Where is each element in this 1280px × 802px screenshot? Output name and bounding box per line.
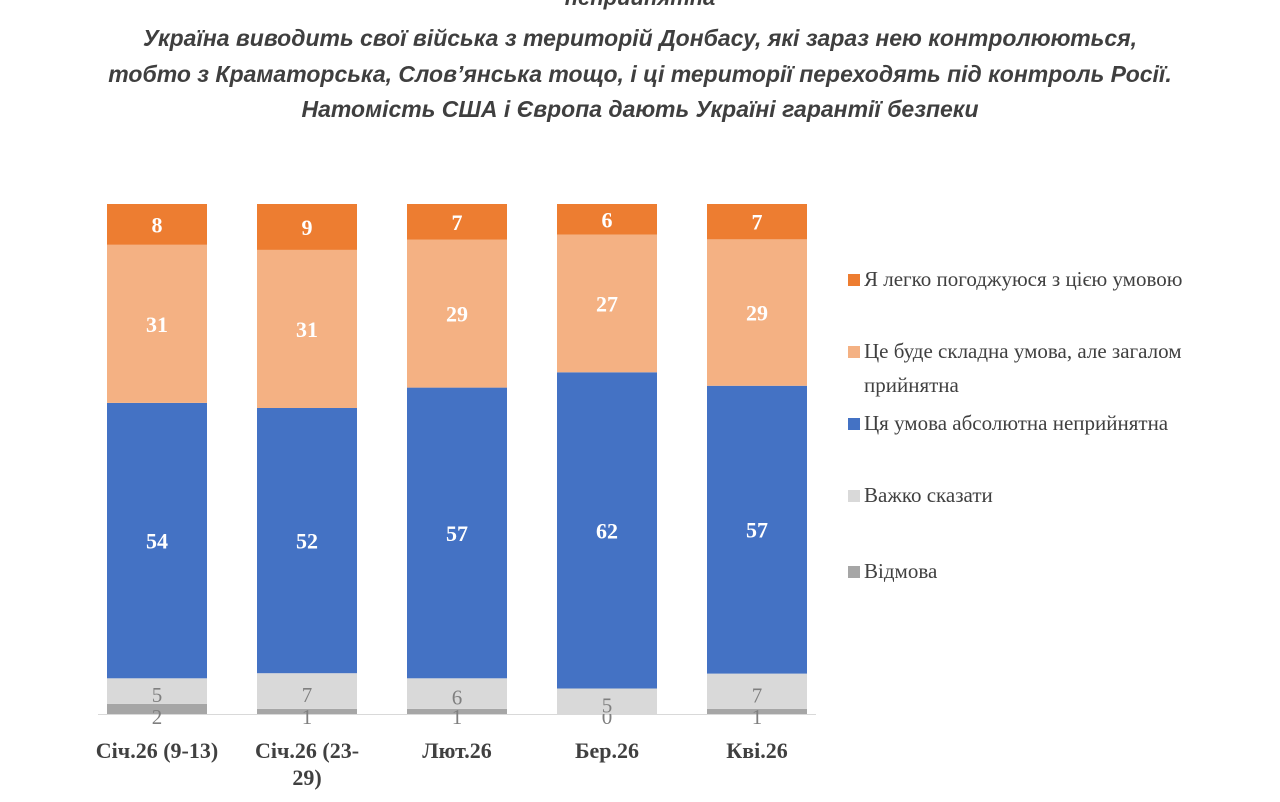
legend-item-hard-to-say: Важко сказати bbox=[848, 478, 1248, 512]
bar-segment-1-5 bbox=[707, 708, 807, 714]
bar-segment-4-2 bbox=[257, 249, 357, 408]
bar-segment-1-2 bbox=[257, 708, 357, 714]
x-tick-label-2-line-1: Січ.26 (23- bbox=[255, 738, 359, 763]
data-label-5-4: 6 bbox=[602, 207, 613, 232]
data-label-3-1: 54 bbox=[146, 529, 168, 554]
bar-segment-5-3 bbox=[407, 204, 507, 240]
legend-item-unacceptable: Ця умова абсолютна неприйнятна bbox=[848, 406, 1248, 440]
legend-swatch-hard-to-say bbox=[848, 490, 860, 502]
data-label-5-1: 8 bbox=[152, 212, 163, 237]
bar-segment-1-3 bbox=[407, 708, 507, 714]
data-label-4-4: 27 bbox=[596, 291, 618, 316]
bar-segment-3-4 bbox=[557, 372, 657, 689]
bar-segment-1-1 bbox=[107, 703, 207, 714]
x-tick-label-4: Бер.26 bbox=[575, 738, 639, 763]
subtitle-line-1: Україна виводить свої війська з територі… bbox=[142, 25, 1138, 51]
legend-label-difficult-acceptable: Це буде складна умова, але загалом прийн… bbox=[864, 339, 1182, 397]
data-label-1-4: 0 bbox=[602, 705, 613, 729]
legend-item-easy-agree: Я легко погоджуюся з цією умовою bbox=[848, 262, 1248, 296]
bar-segment-5-5 bbox=[707, 204, 807, 240]
bar-segment-5-2 bbox=[257, 204, 357, 250]
bar-segment-5-1 bbox=[107, 204, 207, 245]
x-tick-label-5: Кві.26 bbox=[726, 738, 787, 763]
legend-swatch-refusal bbox=[848, 566, 860, 578]
bar-segment-3-3 bbox=[407, 387, 507, 679]
data-label-1-5: 1 bbox=[752, 705, 763, 729]
data-label-2-5: 7 bbox=[752, 683, 763, 707]
bar-segment-3-5 bbox=[707, 385, 807, 674]
data-label-2-4: 5 bbox=[602, 693, 613, 717]
data-label-4-1: 31 bbox=[146, 312, 168, 337]
bar-segment-4-1 bbox=[107, 244, 207, 403]
bar-segment-2-4 bbox=[557, 688, 657, 714]
bar-segment-2-1 bbox=[107, 678, 207, 704]
data-label-1-2: 1 bbox=[302, 705, 313, 729]
data-label-5-5: 7 bbox=[752, 210, 763, 235]
data-label-4-2: 31 bbox=[296, 317, 318, 342]
data-label-3-5: 57 bbox=[746, 518, 768, 543]
data-label-4-5: 29 bbox=[746, 301, 768, 326]
legend-item-difficult-acceptable: Це буде складна умова, але загалом прийн… bbox=[848, 334, 1248, 402]
subtitle-line-2: тобто з Краматорська, Слов’янська тощо, … bbox=[108, 61, 1172, 87]
chart-title-partial: неприйнятна bbox=[0, 0, 1280, 12]
bar-segment-2-5 bbox=[707, 673, 807, 709]
data-label-1-1: 2 bbox=[152, 705, 163, 729]
data-label-5-3: 7 bbox=[452, 210, 463, 235]
legend-label-unacceptable: Ця умова абсолютна неприйнятна bbox=[864, 411, 1169, 435]
bar-segment-4-3 bbox=[407, 239, 507, 388]
legend-item-refusal: Відмова bbox=[848, 554, 1248, 588]
bar-segment-4-4 bbox=[557, 234, 657, 373]
data-label-4-3: 29 bbox=[446, 302, 468, 327]
bar-segment-3-1 bbox=[107, 402, 207, 679]
bar-segment-3-2 bbox=[257, 408, 357, 674]
data-label-5-2: 9 bbox=[302, 215, 313, 240]
bar-segment-2-3 bbox=[407, 678, 507, 709]
subtitle-line-3: Натомість США і Європа дають Україні гар… bbox=[301, 96, 979, 122]
x-tick-label-3: Лют.26 bbox=[422, 738, 492, 763]
bar-segment-4-5 bbox=[707, 239, 807, 386]
bar-segment-2-2 bbox=[257, 673, 357, 709]
legend-swatch-easy-agree bbox=[848, 274, 860, 286]
data-label-2-2: 7 bbox=[302, 683, 313, 707]
data-label-2-1: 5 bbox=[152, 683, 163, 707]
data-label-1-3: 1 bbox=[452, 705, 463, 729]
legend-label-easy-agree: Я легко погоджуюся з цією умовою bbox=[864, 267, 1183, 291]
bar-segment-5-4 bbox=[557, 204, 657, 235]
legend-swatch-difficult-acceptable bbox=[848, 346, 860, 358]
x-tick-label-2-line-2: 29) bbox=[292, 765, 321, 790]
data-label-3-3: 57 bbox=[446, 521, 468, 546]
data-label-2-3: 6 bbox=[452, 686, 463, 710]
legend-label-refusal: Відмова bbox=[864, 559, 938, 583]
legend-swatch-unacceptable bbox=[848, 418, 860, 430]
legend-label-hard-to-say: Важко сказати bbox=[864, 483, 993, 507]
data-label-3-4: 62 bbox=[596, 518, 618, 543]
x-tick-label-1: Січ.26 (9-13) bbox=[96, 738, 218, 763]
data-label-3-2: 52 bbox=[296, 529, 318, 554]
